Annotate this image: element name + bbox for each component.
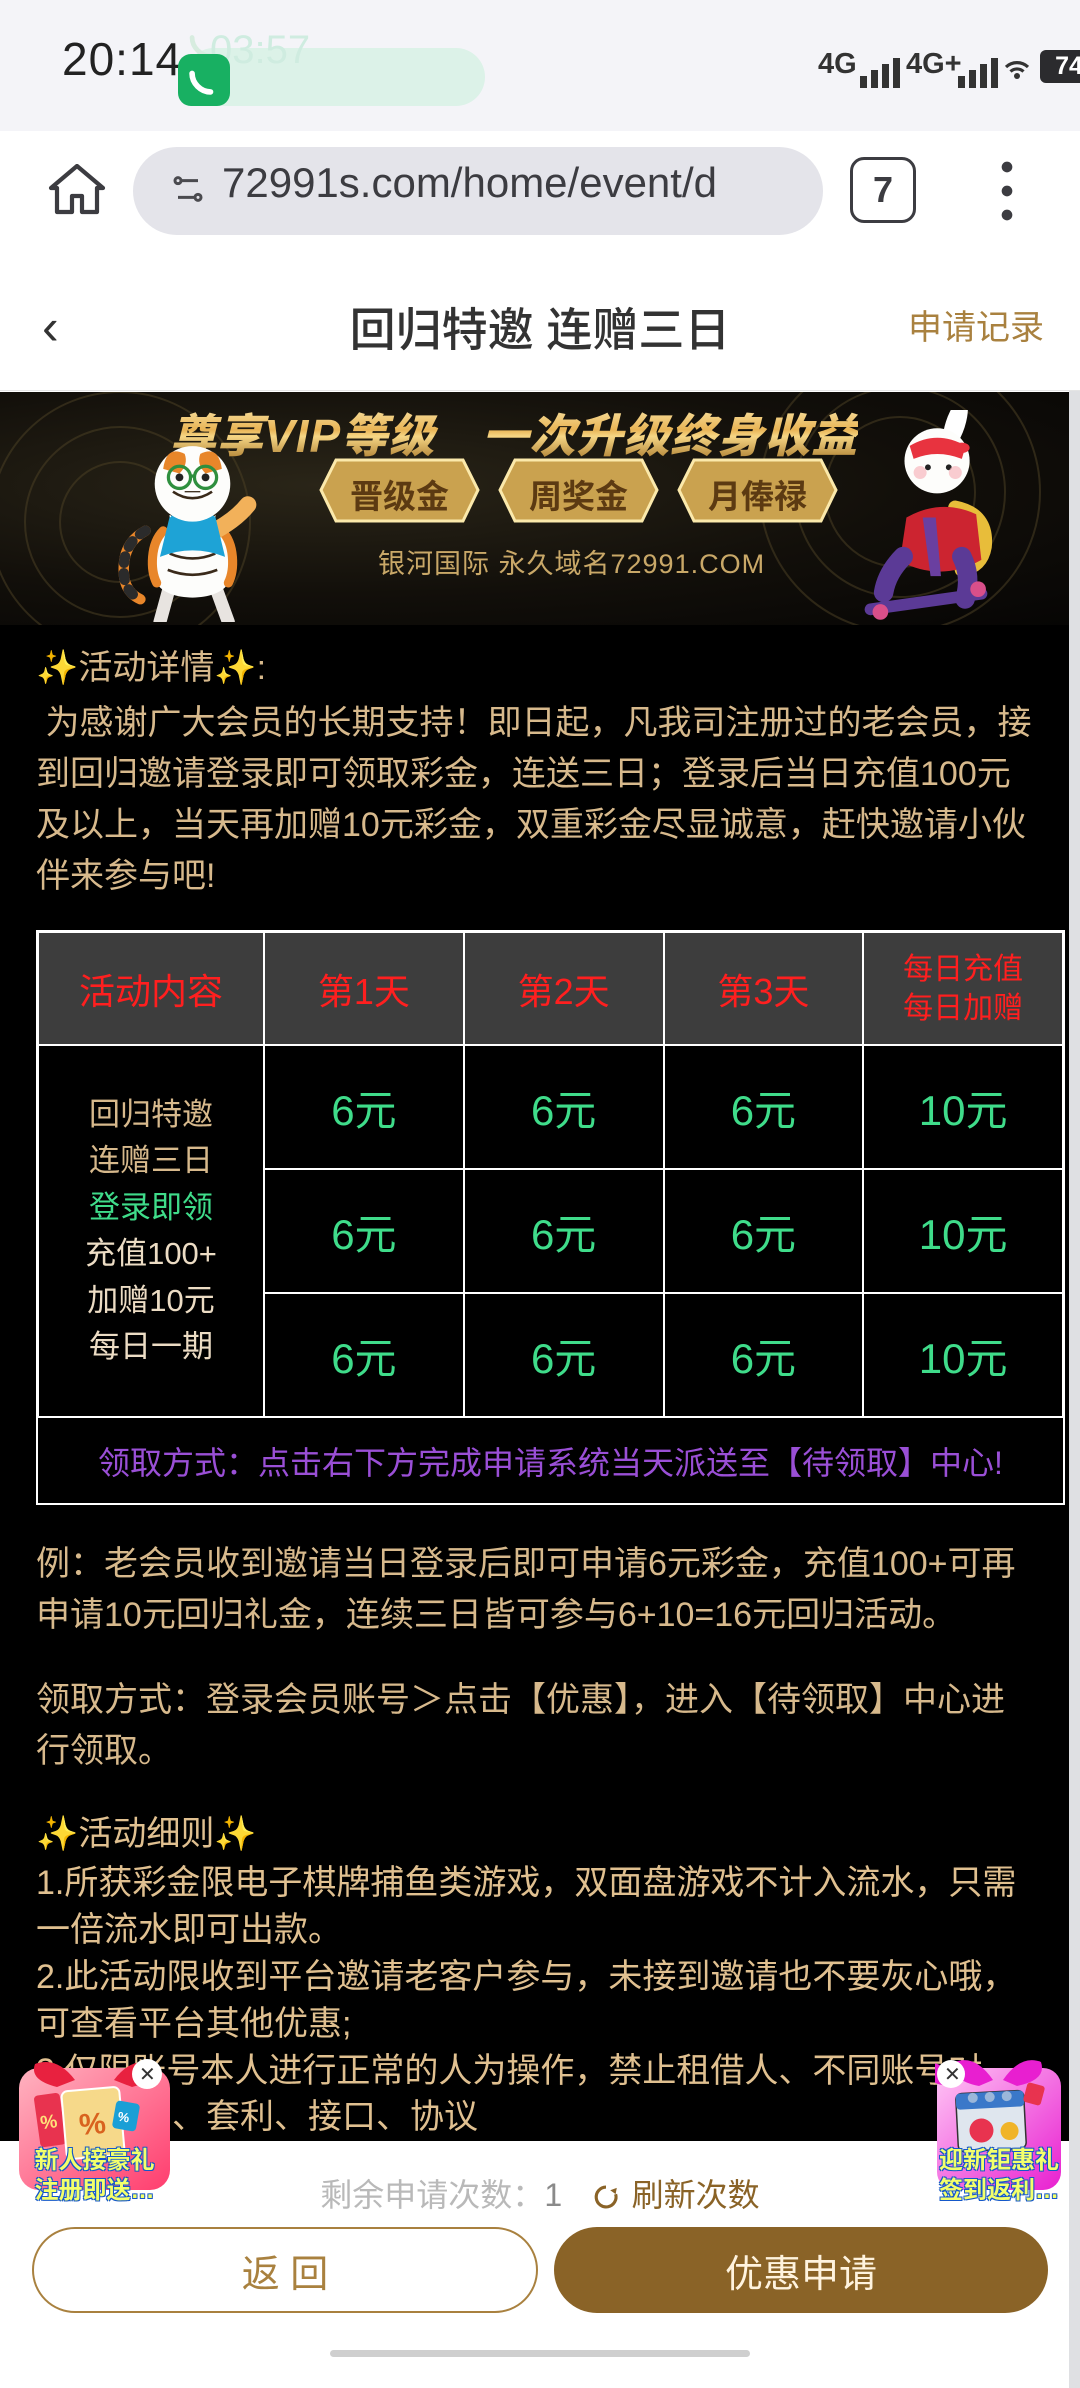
svg-text:✕: ✕: [139, 2064, 156, 2086]
svg-text:✕: ✕: [944, 2064, 961, 2086]
svg-text:%: %: [39, 2111, 59, 2134]
svg-text:%: %: [78, 2107, 107, 2142]
